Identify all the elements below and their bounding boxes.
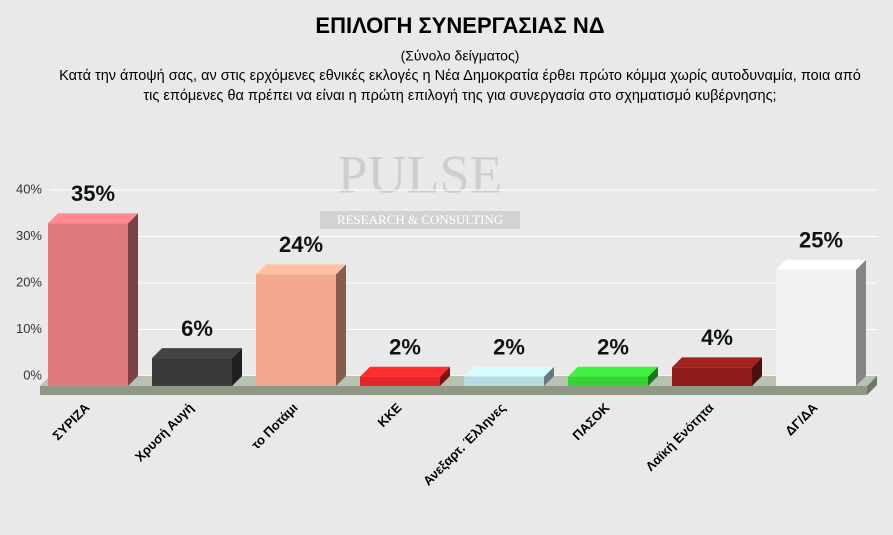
watermark-tagline: RESEARCH & CONSULTING	[337, 212, 503, 227]
bar	[360, 376, 440, 386]
bar-top	[360, 366, 450, 377]
watermark-name: PULSE	[337, 144, 502, 204]
bar-top	[464, 366, 554, 377]
y-tick-label: 40%	[16, 181, 42, 196]
question: Κατά την άποψή σας, αν στις ερχόμενες εθ…	[59, 68, 861, 104]
y-tick-label: 0%	[23, 367, 42, 382]
floor-front	[40, 386, 867, 395]
y-tick-label: 30%	[16, 228, 42, 243]
value-label: 2%	[493, 335, 525, 360]
x-tick-label: το Ποτάμι	[248, 400, 301, 453]
floor-top	[40, 376, 877, 386]
x-tick-label: ΔΓ/ΔΑ	[782, 400, 821, 439]
value-label: 35%	[71, 181, 115, 206]
value-label: 24%	[279, 232, 323, 257]
bar	[152, 358, 232, 386]
bar-side	[440, 366, 450, 386]
bar-side	[752, 357, 762, 386]
bar	[776, 269, 856, 386]
value-label: 2%	[389, 335, 421, 360]
bar-top	[152, 348, 242, 359]
value-label: 4%	[701, 325, 733, 350]
bar-top	[48, 213, 138, 224]
bar-top	[672, 357, 762, 368]
watermark-band	[320, 211, 520, 229]
bar-top	[256, 264, 346, 275]
chart-title: ΕΠΙΛΟΓΗ ΣΥΝΕΡΓΑΣΙΑΣ ΝΔ	[315, 13, 604, 38]
y-tick-label: 10%	[16, 321, 42, 336]
bar	[256, 274, 336, 386]
bar	[48, 223, 128, 386]
x-tick-label: ΣΥΡΙΖΑ	[49, 400, 93, 444]
question-box: Κατά την άποψή σας, αν στις ερχόμενες εθ…	[59, 68, 861, 104]
y-tick-label: 20%	[16, 274, 42, 289]
bar-top	[568, 366, 658, 377]
bar	[672, 367, 752, 386]
bar-side	[128, 213, 138, 386]
bar-side	[856, 259, 866, 386]
bar-side	[544, 366, 554, 386]
bar-side	[232, 348, 242, 386]
bar	[568, 376, 648, 386]
bar-side	[648, 366, 658, 386]
bar-top	[776, 259, 866, 270]
x-tick-label: ΠΑΣΟΚ	[569, 400, 613, 444]
value-label: 2%	[597, 335, 629, 360]
x-tick-label: Ανεξαρτ. Έλληνες	[420, 400, 509, 489]
floor-side	[867, 376, 877, 395]
x-tick-label: Χρυσή Αυγή	[132, 400, 197, 465]
value-label: 25%	[799, 228, 843, 253]
bar	[464, 376, 544, 386]
x-tick-label: Λαϊκή Ενότητα	[642, 400, 716, 474]
chart-subtitle: (Σύνολο δείγματος)	[401, 48, 520, 64]
x-tick-label: ΚΚΕ	[375, 400, 405, 430]
bar-side	[336, 264, 346, 386]
value-label: 6%	[181, 316, 213, 341]
